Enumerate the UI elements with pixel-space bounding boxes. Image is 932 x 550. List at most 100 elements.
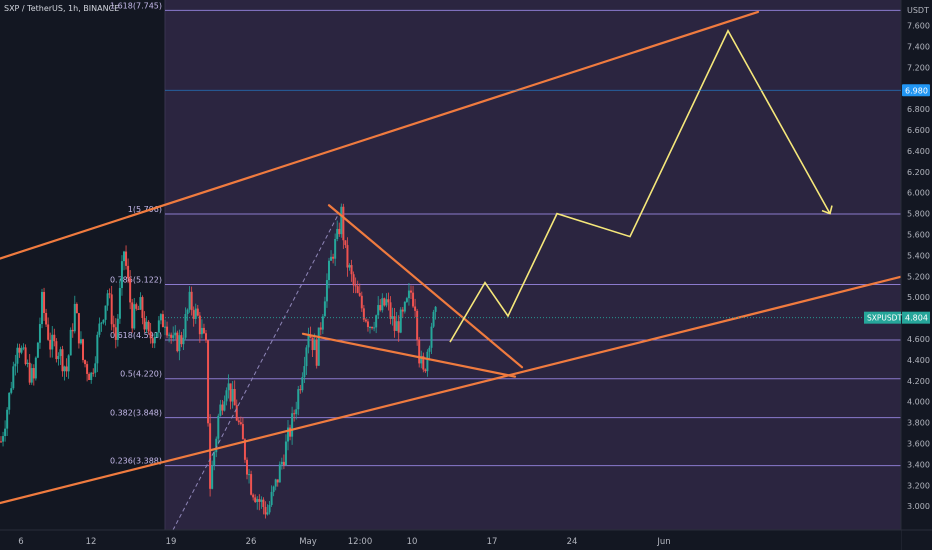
- candle-body: [239, 422, 242, 425]
- candle-body: [215, 438, 218, 453]
- candle-body: [94, 363, 97, 373]
- candle-body: [410, 290, 412, 293]
- candle-body: [307, 334, 310, 348]
- candle-body: [84, 360, 87, 365]
- candle-body: [360, 295, 363, 309]
- candle-body: [233, 389, 236, 406]
- candle-body: [90, 372, 93, 381]
- candle-body: [217, 415, 220, 439]
- candle-body: [422, 355, 425, 370]
- candle-body: [69, 329, 72, 356]
- price-tick-label: 3.800: [907, 419, 930, 428]
- candle-body: [346, 245, 349, 268]
- price-tick-label: 3.600: [907, 440, 930, 449]
- candle-body: [51, 334, 54, 350]
- candle-body: [188, 291, 191, 310]
- fib-level-label: 0.5(4.220): [120, 370, 162, 379]
- candle-body: [137, 308, 140, 310]
- candle-body: [373, 327, 376, 329]
- candle-body: [141, 297, 144, 319]
- candle-body: [291, 413, 294, 437]
- candle-body: [102, 319, 105, 323]
- candle-body: [110, 294, 113, 325]
- wedge-upper-line: [327, 204, 524, 369]
- candle-body: [45, 312, 48, 325]
- candle-body: [266, 512, 269, 515]
- price-ticks: 7.6007.4007.2007.0006.8006.6006.4006.200…: [907, 22, 930, 512]
- candle-body: [143, 318, 146, 330]
- candle-body: [71, 329, 74, 332]
- candle-body: [393, 316, 396, 331]
- candle-body: [358, 292, 361, 296]
- price-tick-label: 6.400: [907, 147, 930, 156]
- candle-body: [14, 363, 17, 367]
- candle-body: [284, 441, 287, 466]
- candle-body: [262, 499, 265, 508]
- candle-body: [256, 499, 259, 503]
- candle-body: [235, 405, 238, 421]
- candle-body: [168, 334, 171, 336]
- candle-body: [323, 301, 326, 317]
- price-tick-label: 3.000: [907, 502, 930, 511]
- candle-body: [407, 290, 410, 299]
- candle-body: [311, 337, 314, 351]
- candle-body: [321, 316, 324, 330]
- candle-body: [43, 291, 46, 313]
- fib-level-label: 1(5.796): [128, 205, 162, 214]
- time-tick-label: Jun: [656, 537, 670, 547]
- candle-body: [100, 322, 103, 324]
- candle-body: [36, 342, 39, 358]
- candle-body: [161, 314, 164, 328]
- candle-body: [426, 351, 429, 372]
- candle-body: [4, 428, 7, 437]
- candle-body: [303, 366, 306, 378]
- candle-body: [395, 321, 398, 331]
- candle-body: [352, 274, 355, 286]
- candle-body: [414, 306, 417, 311]
- price-tick-label: 5.400: [907, 251, 930, 260]
- price-axis-currency: USDT: [907, 6, 929, 15]
- candle-body: [313, 339, 316, 351]
- projection-line: [449, 28, 831, 343]
- candle-body: [170, 334, 173, 338]
- candle-body: [260, 499, 263, 502]
- candle-body: [147, 321, 150, 332]
- candle-body: [432, 311, 435, 327]
- candle-body: [434, 306, 437, 312]
- time-tick-label: May: [299, 537, 317, 547]
- candle-body: [202, 327, 205, 334]
- candle-body: [75, 303, 78, 314]
- candle-body: [211, 465, 214, 489]
- price-tick-label: 4.400: [907, 356, 930, 365]
- candle-body: [129, 278, 132, 303]
- candle-body: [86, 364, 89, 374]
- projection-path: [449, 28, 833, 343]
- candle-body: [30, 368, 33, 383]
- candle-body: [344, 240, 347, 246]
- candle-body: [338, 228, 341, 235]
- candle-body: [59, 349, 62, 356]
- candle-body: [246, 459, 248, 475]
- candle-body: [213, 452, 216, 466]
- time-tick-label: 12: [86, 537, 97, 547]
- candle-body: [135, 304, 138, 309]
- candle-body: [114, 327, 117, 340]
- candle-body: [2, 436, 5, 442]
- last-price-tag: [902, 311, 930, 324]
- candle-body: [159, 314, 162, 321]
- candle-body: [57, 355, 60, 360]
- price-tick-label: 6.000: [907, 189, 930, 198]
- candle-body: [418, 339, 421, 364]
- candle-body: [155, 332, 158, 337]
- candle-body: [405, 298, 408, 302]
- candle-body: [55, 341, 58, 360]
- price-tick-label: 4.000: [907, 398, 930, 407]
- candle-body: [34, 357, 37, 379]
- fib-level-label: 1.618(7.745): [110, 1, 162, 10]
- time-axis[interactable]: [0, 530, 901, 550]
- candle-body: [184, 314, 187, 338]
- candle-body: [231, 389, 234, 402]
- price-tick-label: 5.200: [907, 272, 930, 281]
